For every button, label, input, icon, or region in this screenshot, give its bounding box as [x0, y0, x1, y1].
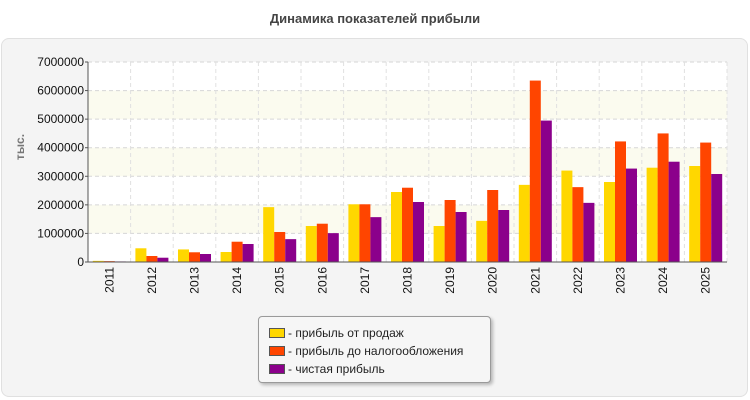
bar [274, 232, 286, 262]
legend-item-pretax-profit: - прибыль до налогообложения [269, 344, 463, 358]
bar [583, 202, 595, 262]
y-tick-label: 2000000 [37, 198, 84, 212]
bar [391, 192, 402, 262]
legend-label-pretax-profit: - прибыль до налогообложения [288, 344, 464, 358]
plot-band [88, 90, 727, 120]
bar [92, 260, 104, 262]
bar [200, 254, 211, 262]
x-tick-label: 2024 [656, 267, 670, 294]
y-tick-label: 0 [77, 255, 84, 269]
legend-item-sales-profit: - прибыль от продаж [269, 326, 404, 340]
bar [263, 207, 275, 262]
bar [359, 204, 371, 262]
legend-label-net-profit: - чистая прибыль [288, 362, 385, 376]
x-tick-label: 2023 [614, 267, 628, 294]
bar [285, 239, 297, 262]
bar [433, 226, 445, 262]
x-tick-label: 2012 [145, 267, 159, 294]
bar [316, 223, 328, 262]
x-tick-label: 2018 [401, 267, 415, 294]
bar [711, 174, 723, 262]
bar [135, 248, 147, 262]
bar [572, 187, 584, 262]
bar [668, 161, 680, 262]
bar [498, 210, 510, 262]
bar [604, 182, 615, 262]
bar [626, 168, 637, 262]
x-tick-label: 2016 [315, 267, 329, 294]
x-tick-label: 2021 [528, 267, 542, 294]
bar [615, 141, 626, 262]
bar [529, 80, 541, 262]
bar [518, 184, 530, 262]
y-axis-label: тыс. [13, 134, 27, 160]
bar [146, 256, 158, 262]
bar [157, 257, 169, 262]
x-tick-label: 2022 [571, 267, 585, 294]
bar [231, 241, 243, 262]
bar [689, 166, 701, 262]
bar [657, 133, 669, 262]
x-tick-label: 2014 [230, 267, 244, 294]
chart-legend: - прибыль от продаж - прибыль до налогоо… [258, 316, 491, 383]
bar [189, 252, 200, 262]
bar [327, 233, 339, 262]
legend-item-net-profit: - чистая прибыль [269, 362, 385, 376]
x-tick-label: 2020 [486, 267, 500, 294]
y-tick-label: 4000000 [37, 141, 84, 155]
x-tick-label: 2017 [358, 267, 372, 294]
y-tick-label: 7000000 [37, 55, 84, 69]
legend-swatch-pretax-profit [269, 346, 285, 356]
x-tick-label: 2011 [102, 267, 116, 293]
bar [561, 170, 573, 262]
y-tick-label: 6000000 [37, 84, 84, 98]
x-tick-label: 2013 [188, 267, 202, 294]
bar [402, 187, 413, 262]
legend-swatch-net-profit [269, 364, 285, 374]
legend-label-sales-profit: - прибыль от продаж [288, 326, 404, 340]
bar [242, 244, 254, 262]
x-tick-label: 2015 [273, 267, 287, 294]
legend-swatch-sales-profit [269, 328, 285, 338]
bar [348, 204, 360, 262]
bar [220, 252, 232, 262]
x-tick-label: 2019 [443, 267, 457, 294]
bar [370, 217, 382, 262]
x-tick-label: 2025 [699, 267, 713, 294]
bar [413, 202, 424, 262]
bar [476, 220, 488, 262]
bar [444, 200, 456, 262]
bar [178, 249, 189, 262]
bar [305, 226, 317, 262]
bar [487, 190, 499, 262]
y-tick-label: 1000000 [37, 226, 84, 240]
chart-title: Динамика показателей прибыли [269, 11, 481, 26]
bar [700, 142, 712, 262]
bar [540, 120, 552, 262]
bar [646, 167, 658, 262]
bar [455, 212, 467, 262]
y-tick-label: 5000000 [37, 112, 84, 126]
y-tick-label: 3000000 [37, 169, 84, 183]
